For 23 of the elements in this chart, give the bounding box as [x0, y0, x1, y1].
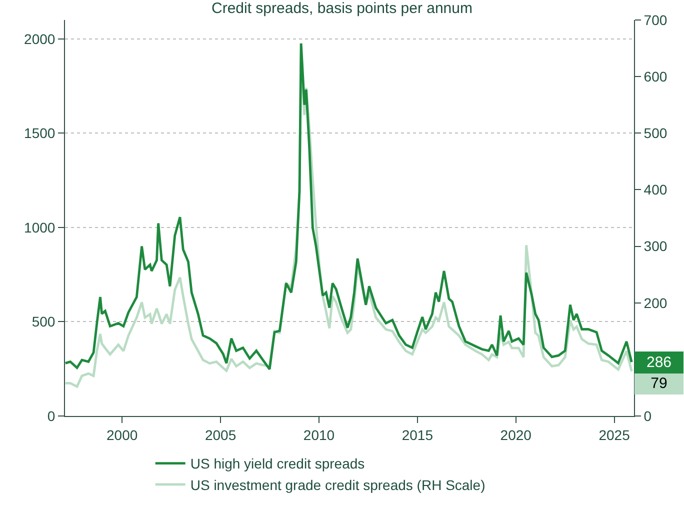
legend-label: US investment grade credit spreads (RH Scale) [190, 476, 486, 493]
chart-title: Credit spreads, basis points per annum [212, 0, 472, 18]
x-tick-label: 2010 [303, 426, 335, 443]
legend-label: US high yield credit spreads [190, 456, 365, 472]
y-tick-label: 1500 [24, 125, 56, 142]
data-label: 286 [646, 354, 672, 371]
x-tick-label: 2020 [500, 426, 532, 443]
x-tick-label: 2000 [106, 426, 138, 443]
y-tick-label: 1000 [24, 219, 56, 236]
y2-tick-label: 500 [644, 125, 668, 142]
x-tick-label: 2015 [402, 426, 434, 443]
y2-tick-label: 700 [644, 12, 668, 28]
data-label: 79 [650, 375, 668, 392]
y2-tick-label: 400 [644, 182, 668, 198]
x-tick-label: 2025 [598, 426, 630, 443]
y2-tick-label: 600 [644, 68, 668, 84]
y2-tick-label: 200 [644, 294, 668, 311]
x-tick-label: 2005 [204, 426, 236, 443]
y-tick-label: 500 [32, 314, 56, 330]
y2-tick-label: 0 [644, 408, 652, 424]
y-tick-label: 0 [47, 408, 56, 424]
y2-tick-label: 300 [644, 238, 668, 254]
y-tick-label: 2000 [24, 30, 56, 47]
